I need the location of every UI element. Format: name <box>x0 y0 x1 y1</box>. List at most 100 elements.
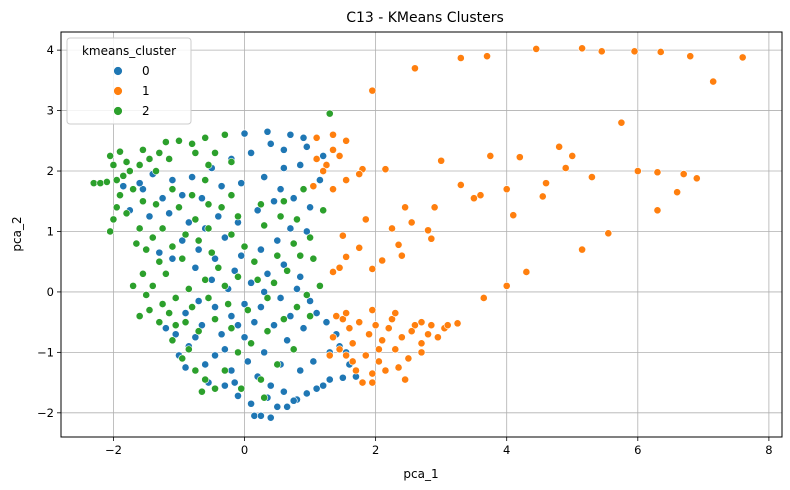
point-cluster-2 <box>204 200 213 209</box>
point-cluster-2 <box>198 387 206 396</box>
point-cluster-1 <box>342 176 351 184</box>
point-cluster-1 <box>329 268 337 276</box>
point-cluster-0 <box>260 173 269 181</box>
point-cluster-2 <box>260 393 269 402</box>
point-cluster-0 <box>270 321 278 330</box>
point-cluster-1 <box>411 64 419 73</box>
point-cluster-1 <box>656 48 665 56</box>
point-cluster-0 <box>250 411 259 420</box>
point-cluster-2 <box>106 152 115 160</box>
point-cluster-2 <box>132 239 141 248</box>
point-cluster-2 <box>129 281 137 290</box>
series-1 <box>309 44 747 387</box>
point-cluster-0 <box>263 269 272 278</box>
point-cluster-0 <box>296 161 305 169</box>
point-cluster-2 <box>194 327 203 336</box>
point-cluster-0 <box>322 318 331 327</box>
point-cluster-2 <box>263 294 272 302</box>
point-cluster-1 <box>437 156 446 165</box>
point-cluster-2 <box>148 233 157 242</box>
point-cluster-2 <box>188 139 196 148</box>
point-cluster-1 <box>338 231 347 240</box>
point-cluster-0 <box>302 227 311 236</box>
point-cluster-0 <box>191 333 200 342</box>
point-cluster-0 <box>191 263 200 272</box>
plot-frame <box>60 31 783 438</box>
point-cluster-0 <box>237 179 246 188</box>
point-cluster-0 <box>234 391 242 400</box>
point-cluster-1 <box>522 268 531 276</box>
point-cluster-0 <box>178 191 187 200</box>
point-cluster-0 <box>302 389 311 398</box>
point-cluster-2 <box>112 176 121 184</box>
point-cluster-1 <box>407 327 416 336</box>
point-cluster-0 <box>207 275 216 284</box>
point-cluster-1 <box>424 330 432 339</box>
point-cluster-1 <box>401 203 410 212</box>
point-cluster-2 <box>191 366 200 375</box>
point-cluster-1 <box>407 218 416 227</box>
point-cluster-0 <box>273 402 282 411</box>
point-cluster-0 <box>184 218 193 227</box>
legend-title: kmeans_cluster <box>82 44 176 58</box>
point-cluster-2 <box>204 224 213 233</box>
point-cluster-0 <box>306 297 314 305</box>
point-cluster-1 <box>312 155 321 163</box>
point-cluster-2 <box>109 215 118 224</box>
point-cluster-1 <box>397 251 406 260</box>
point-cluster-2 <box>191 148 200 157</box>
point-cluster-2 <box>194 236 203 245</box>
point-cluster-2 <box>145 306 154 314</box>
point-cluster-1 <box>538 192 547 201</box>
point-cluster-0 <box>338 373 347 382</box>
point-cluster-1 <box>368 306 377 314</box>
point-cluster-2 <box>237 384 246 393</box>
legend-label-2: 2 <box>142 104 150 118</box>
point-cluster-0 <box>220 345 229 354</box>
point-cluster-1 <box>368 378 377 387</box>
point-cluster-0 <box>178 236 187 245</box>
point-cluster-0 <box>217 182 226 191</box>
point-cluster-1 <box>404 354 413 363</box>
point-cluster-2 <box>211 148 219 157</box>
point-cluster-2 <box>283 266 292 275</box>
point-cluster-2 <box>175 136 183 145</box>
point-cluster-1 <box>329 145 337 154</box>
point-cluster-2 <box>152 167 160 175</box>
x-axis-label: pca_1 <box>403 467 438 481</box>
point-cluster-2 <box>204 161 213 169</box>
point-cluster-0 <box>306 203 314 212</box>
point-cluster-1 <box>673 188 682 197</box>
point-cluster-1 <box>309 182 318 191</box>
point-cluster-0 <box>286 224 295 233</box>
point-cluster-2 <box>227 158 236 166</box>
point-cluster-2 <box>188 191 196 200</box>
legend-marker-2 <box>113 106 123 116</box>
point-cluster-0 <box>247 399 255 408</box>
point-cluster-2 <box>227 191 236 200</box>
point-cluster-0 <box>161 324 170 333</box>
point-cluster-2 <box>168 242 177 251</box>
point-cluster-2 <box>276 212 285 221</box>
point-cluster-0 <box>230 266 239 275</box>
point-cluster-1 <box>322 161 331 169</box>
point-cluster-2 <box>116 147 124 156</box>
point-cluster-1 <box>532 45 541 53</box>
point-cluster-2 <box>119 171 128 180</box>
point-cluster-1 <box>329 333 337 342</box>
point-cluster-0 <box>230 378 239 387</box>
point-cluster-2 <box>224 300 233 308</box>
point-cluster-1 <box>342 136 351 145</box>
point-cluster-0 <box>194 245 203 254</box>
x-tick-label: 0 <box>241 443 248 457</box>
point-cluster-2 <box>158 224 167 233</box>
point-cluster-1 <box>397 333 406 342</box>
point-cluster-2 <box>273 360 282 369</box>
point-cluster-0 <box>240 333 249 342</box>
point-cluster-0 <box>198 194 206 203</box>
point-cluster-1 <box>417 348 426 357</box>
point-cluster-2 <box>89 179 98 188</box>
point-cluster-1 <box>502 281 511 290</box>
point-cluster-1 <box>588 173 596 181</box>
point-cluster-0 <box>201 360 210 369</box>
